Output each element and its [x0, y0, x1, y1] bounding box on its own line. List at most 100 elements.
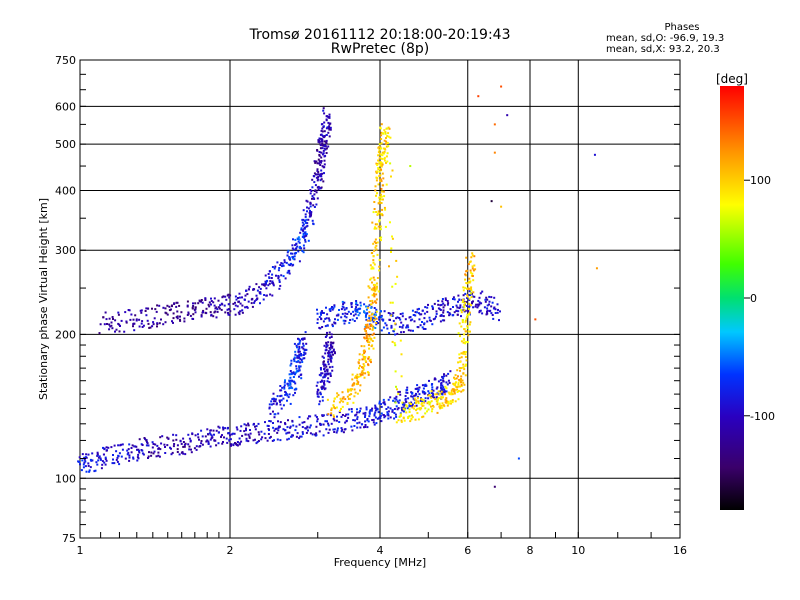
data-point — [285, 432, 288, 435]
data-point — [110, 321, 113, 324]
data-point — [386, 135, 389, 138]
data-point — [101, 463, 104, 466]
data-point — [301, 361, 304, 363]
data-point — [400, 375, 403, 378]
data-point — [323, 367, 326, 370]
data-point — [260, 438, 263, 441]
data-point — [468, 287, 471, 290]
data-point — [407, 326, 410, 329]
data-point — [465, 282, 468, 284]
data-point — [327, 317, 330, 320]
data-point — [373, 240, 376, 243]
data-point — [368, 347, 371, 350]
data-point — [470, 296, 473, 299]
data-point — [320, 161, 323, 164]
data-point — [395, 405, 398, 408]
data-point — [465, 359, 468, 362]
data-point — [87, 464, 90, 467]
data-point — [364, 315, 367, 318]
data-point — [104, 311, 107, 314]
data-point — [382, 326, 385, 329]
data-point — [228, 303, 231, 306]
data-point — [327, 352, 330, 354]
data-point — [321, 372, 324, 375]
data-point — [291, 247, 294, 250]
data-point — [248, 285, 251, 288]
data-point — [255, 442, 258, 445]
data-point — [228, 296, 231, 299]
data-point — [439, 304, 442, 307]
data-point — [289, 402, 292, 405]
data-point — [375, 293, 378, 296]
data-point — [336, 395, 339, 398]
data-point — [377, 225, 380, 228]
data-point — [283, 384, 286, 387]
data-point — [216, 308, 219, 311]
data-point — [198, 438, 200, 441]
data-point — [172, 317, 175, 320]
data-point — [298, 365, 300, 368]
data-point — [324, 370, 326, 373]
data-point — [126, 449, 129, 452]
data-point — [277, 425, 280, 428]
data-point — [336, 427, 339, 430]
data-point — [397, 401, 400, 404]
data-point — [85, 453, 88, 456]
data-point — [328, 331, 331, 334]
data-point — [408, 411, 411, 413]
data-point — [439, 406, 442, 409]
data-point — [405, 405, 408, 408]
data-point — [402, 407, 405, 410]
data-point — [369, 327, 372, 330]
data-point — [454, 388, 457, 391]
data-point — [435, 400, 438, 403]
data-point — [367, 296, 370, 299]
data-point — [289, 425, 292, 428]
data-point — [378, 219, 381, 222]
data-point — [298, 241, 301, 244]
data-point — [408, 408, 411, 411]
x-tick-label: 10 — [571, 544, 585, 557]
data-point — [312, 223, 315, 226]
data-point — [380, 123, 383, 126]
y-tick-label: 75 — [62, 532, 76, 545]
data-point — [419, 313, 422, 316]
data-point — [272, 282, 275, 285]
data-point — [291, 244, 294, 247]
data-point — [301, 235, 304, 238]
data-point — [146, 307, 149, 310]
data-point — [118, 330, 121, 333]
data-point — [109, 325, 112, 328]
data-point — [366, 341, 369, 344]
data-point — [323, 363, 326, 366]
data-point — [300, 227, 303, 230]
data-point — [303, 226, 306, 229]
data-point — [325, 139, 328, 142]
data-point — [421, 400, 424, 403]
chart-title: Tromsø 20161112 20:18:00-20:19:43 — [249, 27, 511, 43]
data-point — [222, 428, 225, 431]
data-point — [422, 415, 425, 418]
data-point — [141, 452, 144, 455]
data-point — [441, 402, 444, 405]
data-point — [346, 388, 349, 391]
data-point — [152, 443, 155, 445]
data-point — [328, 336, 331, 339]
data-point — [380, 412, 383, 415]
data-point — [374, 406, 377, 409]
data-point — [129, 318, 132, 321]
data-point — [459, 360, 462, 363]
data-point — [444, 297, 447, 300]
data-point — [330, 412, 333, 415]
data-point — [460, 352, 463, 355]
data-point — [302, 209, 305, 212]
data-point — [303, 227, 306, 230]
data-point — [299, 435, 302, 438]
data-point — [245, 305, 248, 308]
y-tick-label: 500 — [55, 138, 76, 151]
data-point — [234, 301, 236, 304]
data-point — [317, 173, 320, 176]
data-point — [117, 444, 120, 447]
data-point — [162, 323, 165, 326]
data-point — [484, 300, 487, 303]
